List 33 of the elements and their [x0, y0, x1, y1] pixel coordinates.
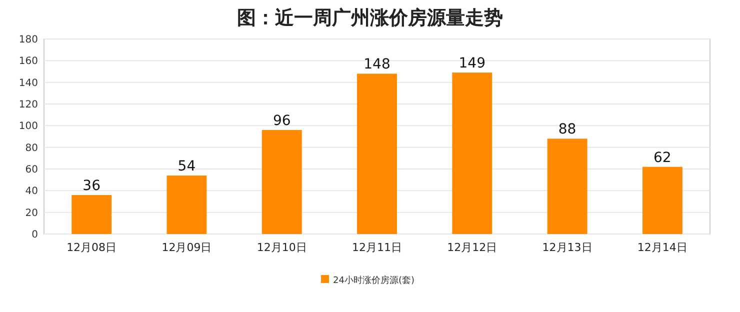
- data-label: 88: [558, 122, 576, 138]
- y-tick-label: 80: [25, 142, 38, 154]
- bar: [72, 195, 112, 234]
- bar: [452, 72, 492, 234]
- data-label: 96: [272, 113, 291, 129]
- chart-title: 图：近一周广州涨价房源量走势: [237, 7, 503, 29]
- y-tick-label: 180: [18, 34, 38, 46]
- x-tick-label: 12月10日: [256, 241, 307, 254]
- y-tick-label: 0: [32, 230, 38, 240]
- x-tick-label: 12月14日: [637, 241, 688, 254]
- data-label: 54: [178, 158, 196, 174]
- legend-label: 24小时涨价房源(套): [333, 275, 414, 286]
- y-tick-label: 20: [25, 208, 38, 219]
- x-tick-label: 12月13日: [542, 241, 592, 254]
- x-tick-label: 12月12日: [447, 241, 498, 254]
- bar: [166, 176, 207, 234]
- x-tick-label: 12月08日: [66, 241, 117, 254]
- y-tick-label: 140: [18, 78, 38, 89]
- bar: [547, 138, 588, 234]
- bar: [262, 130, 302, 234]
- y-tick-label: 120: [18, 100, 38, 110]
- data-label: 36: [82, 178, 101, 194]
- y-tick-label: 40: [25, 186, 38, 198]
- y-tick-label: 100: [18, 121, 38, 132]
- data-label: 148: [364, 56, 390, 73]
- bar: [642, 166, 682, 234]
- data-label: 62: [654, 150, 672, 166]
- x-tick-label: 12月09日: [162, 241, 212, 254]
- data-label: 149: [458, 56, 486, 72]
- y-tick-label: 60: [25, 164, 38, 176]
- bar: [357, 74, 397, 234]
- x-tick-label: 12月11日: [352, 241, 402, 254]
- y-tick-label: 160: [18, 56, 38, 68]
